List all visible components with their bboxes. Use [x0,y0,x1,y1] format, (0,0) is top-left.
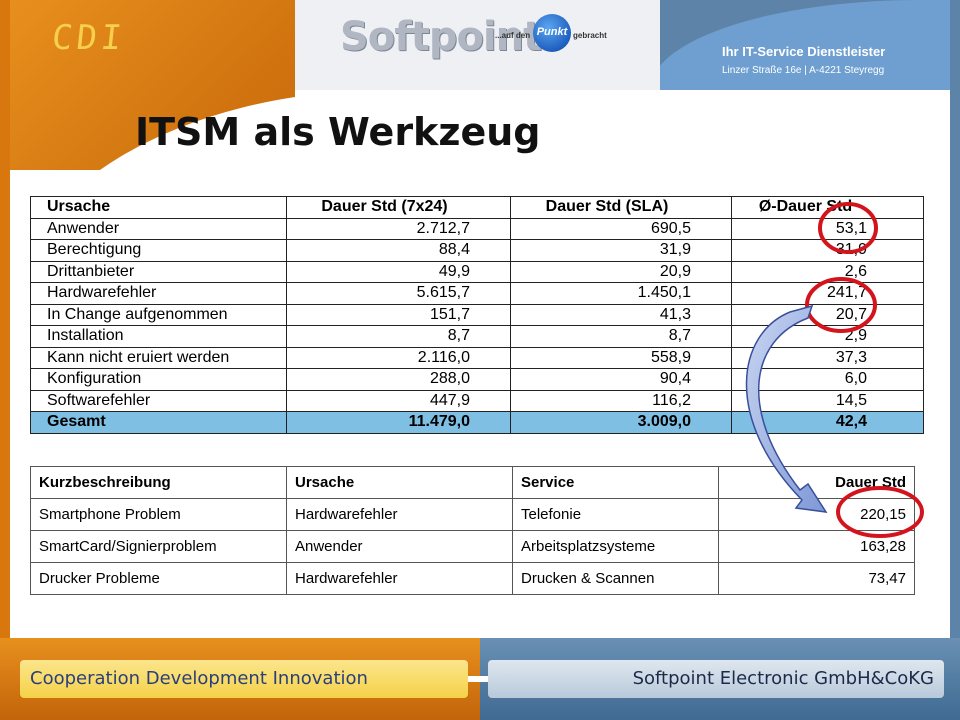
table-cell: 41,3 [510,303,732,326]
table-row: Drucker Probleme Hardwarefehler Drucken … [30,562,915,595]
table-cell: 2.116,0 [286,346,511,369]
tagline: ...auf den Punkt gebracht [495,14,625,54]
cdi-logo: CDI [49,18,128,58]
table-cell: 37,3 [731,346,924,369]
softpoint-logo: Softpoint [340,14,542,60]
it-service-info: Ihr IT-Service Dienstleister Linzer Stra… [722,44,885,76]
tagline-right-text: gebracht [573,31,607,40]
left-frame-bar [0,0,10,720]
punkt-badge-icon: Punkt [533,14,571,52]
table-row: Smartphone Problem Hardwarefehler Telefo… [30,498,915,531]
footer-divider [468,676,488,682]
table-cell: 2,6 [731,260,924,283]
footer-left-label: Cooperation Development Innovation [20,660,468,698]
table-cell: 6,0 [731,368,924,391]
table-cell: Berechtigung [30,239,287,262]
table-cell: Hardwarefehler [286,562,513,595]
table-cell: 31,9 [510,239,732,262]
total-cell: 42,4 [731,411,924,434]
table-cell: Anwender [30,217,287,240]
table-row: Installation 8,7 8,7 2,9 [30,325,924,348]
total-cell: Gesamt [30,411,287,434]
table-cell: 14,5 [731,389,924,412]
table-cell: 8,7 [510,325,732,348]
cause-duration-table: Ursache Dauer Std (7x24) Dauer Std (SLA)… [30,196,924,434]
table-cell: Kann nicht eruiert werden [30,346,287,369]
footer-right-label: Softpoint Electronic GmbH&CoKG [488,660,944,698]
table-cell: Arbeitsplatzsysteme [512,530,719,563]
table-cell: 2.712,7 [286,217,511,240]
table-row: SmartCard/Signierproblem Anwender Arbeit… [30,530,915,563]
table-cell: 116,2 [510,389,732,412]
header-cell: Kurzbeschreibung [30,466,287,499]
table-cell: Konfiguration [30,368,287,391]
table-cell: 8,7 [286,325,511,348]
table-cell: Smartphone Problem [30,498,287,531]
table-row: In Change aufgenommen 151,7 41,3 20,7 [30,303,924,326]
table-row: Softwarefehler 447,9 116,2 14,5 [30,389,924,412]
table-cell: Softwarefehler [30,389,287,412]
total-cell: 3.009,0 [510,411,732,434]
table-cell: 20,7 [731,303,924,326]
table-cell: 558,9 [510,346,732,369]
table-row: Anwender 2.712,7 690,5 53,1 [30,217,924,240]
table-cell: 163,28 [718,530,915,563]
table-cell: 690,5 [510,217,732,240]
header-cell: Service [512,466,719,499]
header-cell: Ursache [286,466,513,499]
table-cell: Anwender [286,530,513,563]
table-cell: Hardwarefehler [286,498,513,531]
table-cell: Hardwarefehler [30,282,287,305]
table-cell: Telefonie [512,498,719,531]
table-row: Konfiguration 288,0 90,4 6,0 [30,368,924,391]
header-cell: Ursache [30,196,287,219]
punkt-badge-text: Punkt [536,26,568,38]
table-cell: In Change aufgenommen [30,303,287,326]
table-cell: 73,47 [718,562,915,595]
table-cell: 2,9 [731,325,924,348]
table-cell: Installation [30,325,287,348]
table-header-row: Ursache Dauer Std (7x24) Dauer Std (SLA)… [30,196,924,219]
table-row: Drittanbieter 49,9 20,9 2,6 [30,260,924,283]
header-cell: Dauer Std (7x24) [286,196,511,219]
table-cell: 288,0 [286,368,511,391]
table-cell: 20,9 [510,260,732,283]
table-cell: Drittanbieter [30,260,287,283]
table-row: Hardwarefehler 5.615,7 1.450,1 241,7 [30,282,924,305]
table-cell: 220,15 [718,498,915,531]
table-cell: 1.450,1 [510,282,732,305]
table-cell: 31,9 [731,239,924,262]
table-cell: 49,9 [286,260,511,283]
header-orange-panel [0,0,295,170]
table-cell: SmartCard/Signierproblem [30,530,287,563]
header-cell: Ø-Dauer Std [731,196,924,219]
content-background-top [295,90,950,170]
table-cell: Drucker Probleme [30,562,287,595]
tagline-left-text: ...auf den [495,31,531,40]
table-total-row: Gesamt 11.479,0 3.009,0 42,4 [30,411,924,434]
table-cell: 53,1 [731,217,924,240]
table-cell: 241,7 [731,282,924,305]
it-service-title: Ihr IT-Service Dienstleister [722,44,886,59]
table-cell: 5.615,7 [286,282,511,305]
total-cell: 11.479,0 [286,411,511,434]
table-row: Kann nicht eruiert werden 2.116,0 558,9 … [30,346,924,369]
header-cell: Dauer Std (SLA) [510,196,732,219]
table-cell: Drucken & Scannen [512,562,719,595]
table-cell: 447,9 [286,389,511,412]
table-cell: 151,7 [286,303,511,326]
header-blue-panel [660,0,960,90]
table-cell: 88,4 [286,239,511,262]
incident-detail-table: Kurzbeschreibung Ursache Service Dauer S… [30,466,915,595]
right-frame-bar [950,0,960,720]
table-row: Berechtigung 88,4 31,9 31,9 [30,239,924,262]
page-title: ITSM als Werkzeug [135,110,541,154]
header-cell: Dauer Std [718,466,915,499]
table-cell: 90,4 [510,368,732,391]
table-header-row: Kurzbeschreibung Ursache Service Dauer S… [30,466,915,499]
it-service-address: Linzer Straße 16e | A-4221 Steyregg [722,65,885,76]
